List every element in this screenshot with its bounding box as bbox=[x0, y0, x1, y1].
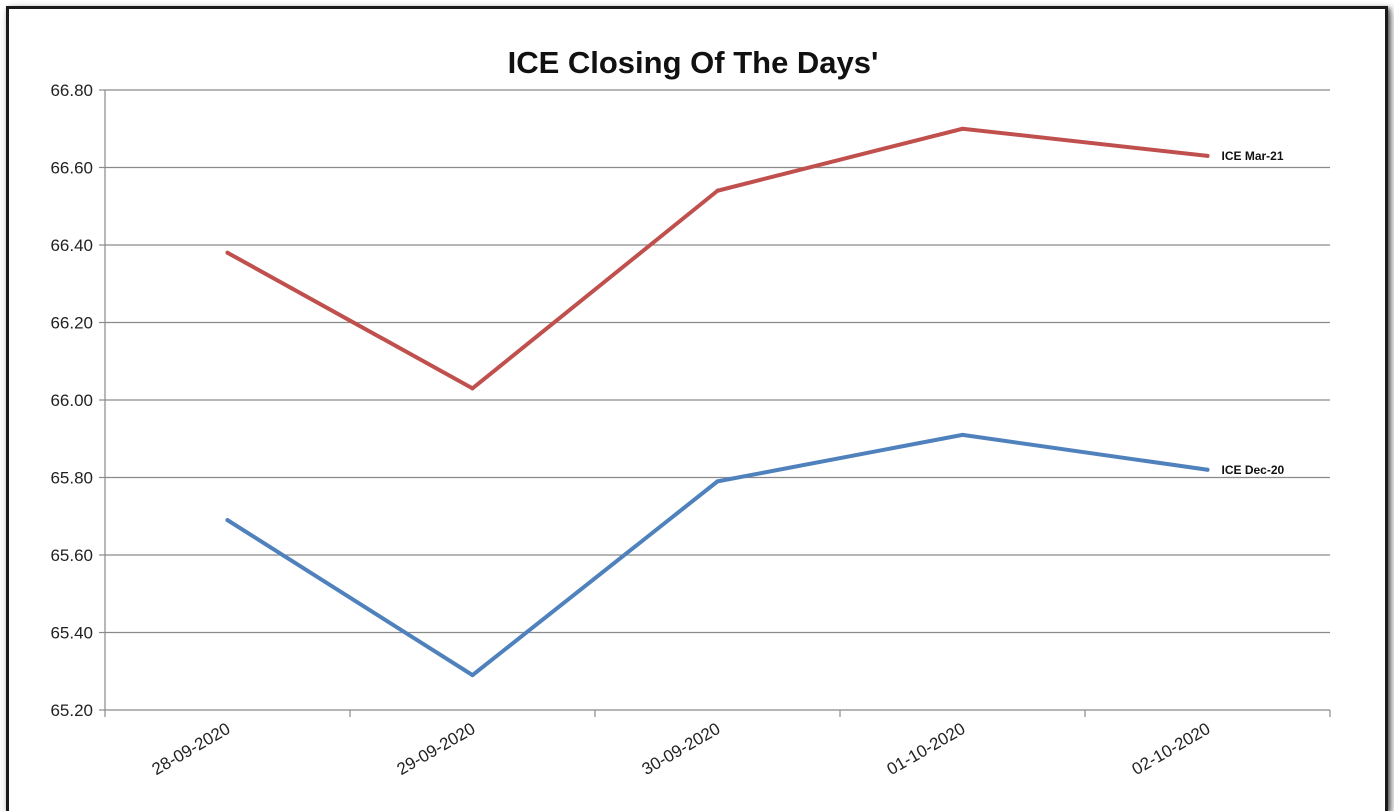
chart-frame bbox=[6, 6, 1388, 811]
y-tick-label: 66.80 bbox=[50, 81, 93, 100]
y-axis-ticks: 65.20 65.40 65.60 65.80 66.00 66.20 66.40 66.60… bbox=[50, 81, 93, 720]
y-tick-label: 65.80 bbox=[50, 469, 93, 488]
data-point bbox=[470, 673, 475, 678]
data-point bbox=[225, 518, 230, 523]
data-point bbox=[225, 250, 230, 255]
x-tick-label: 02-10-2020 bbox=[1129, 719, 1214, 779]
x-tick-label: 28-09-2020 bbox=[149, 719, 234, 779]
y-tick-label: 65.40 bbox=[50, 624, 93, 643]
data-point bbox=[960, 432, 965, 437]
series: ICE Mar-21 ICE Dec-20 bbox=[225, 126, 1285, 678]
y-tick-label: 66.40 bbox=[50, 236, 93, 255]
data-point bbox=[960, 126, 965, 131]
data-point bbox=[1205, 467, 1210, 472]
x-tick-label: 30-09-2020 bbox=[639, 719, 724, 779]
y-tick-label: 65.20 bbox=[50, 701, 93, 720]
x-tick-label: 29-09-2020 bbox=[394, 719, 479, 779]
x-tick-label: 01-10-2020 bbox=[884, 719, 969, 779]
data-point bbox=[470, 386, 475, 391]
series-label: ICE Dec-20 bbox=[1222, 463, 1285, 477]
y-tick-label: 66.00 bbox=[50, 391, 93, 410]
data-point bbox=[715, 479, 720, 484]
gridlines bbox=[105, 89, 1330, 634]
series-label: ICE Mar-21 bbox=[1222, 149, 1284, 163]
x-axis-ticks: 28-09-2020 29-09-2020 30-09-2020 01-10-2020… bbox=[149, 719, 1214, 779]
y-tick-label: 66.60 bbox=[50, 159, 93, 178]
data-point bbox=[1205, 153, 1210, 158]
y-tick-label: 65.60 bbox=[50, 546, 93, 565]
axes bbox=[99, 89, 1331, 717]
data-point bbox=[715, 188, 720, 193]
chart-title: ICE Closing Of The Days' bbox=[508, 45, 879, 80]
y-tick-label: 66.20 bbox=[50, 314, 93, 333]
